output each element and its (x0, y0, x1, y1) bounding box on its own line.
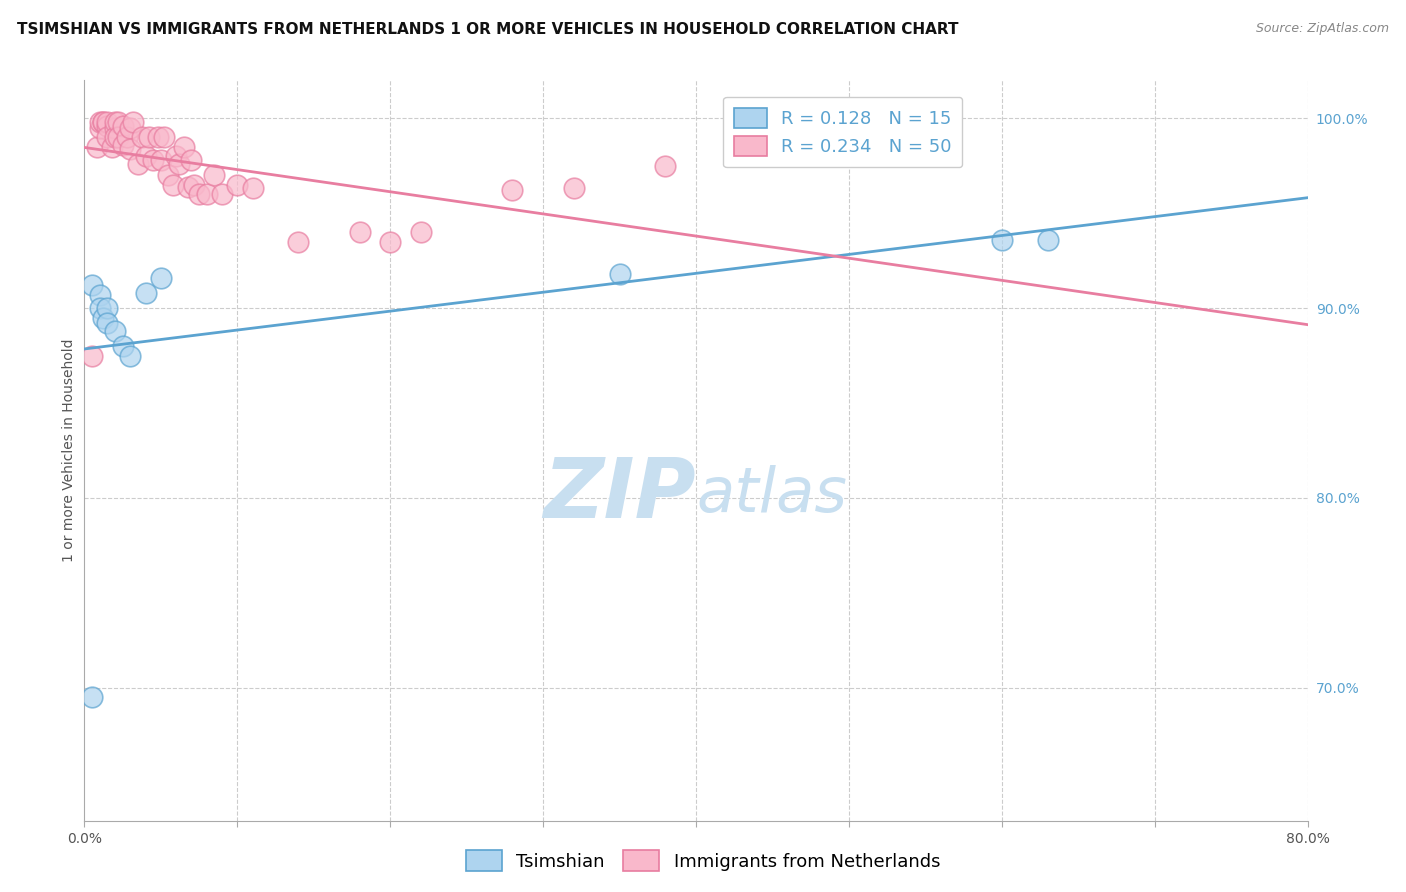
Point (287, 235, 309, 249)
Point (96, 130, 118, 145)
Text: ZIP: ZIP (543, 454, 696, 535)
Point (165, 149, 187, 163)
Point (609, 267, 631, 281)
Point (104, 324, 127, 338)
Point (104, 130, 127, 145)
Point (107, 115, 129, 129)
Point (153, 130, 176, 145)
Point (96, 301, 118, 315)
Legend: Tsimshian, Immigrants from Netherlands: Tsimshian, Immigrants from Netherlands (458, 843, 948, 879)
Point (157, 168, 180, 182)
Point (654, 159, 676, 173)
Point (177, 179, 200, 194)
Point (120, 120, 142, 135)
Text: atlas: atlas (696, 465, 846, 524)
Point (226, 178, 249, 192)
Point (188, 187, 211, 202)
Point (111, 339, 134, 353)
Point (502, 183, 524, 197)
Y-axis label: 1 or more Vehicles in Household: 1 or more Vehicles in Household (62, 339, 76, 562)
Point (146, 130, 169, 145)
Point (202, 168, 225, 182)
Point (91, 115, 114, 129)
Point (991, 233, 1014, 247)
Point (122, 115, 145, 129)
Point (91, 310, 114, 325)
Point (380, 235, 402, 249)
Point (89, 120, 111, 135)
Point (104, 120, 127, 135)
Text: Source: ZipAtlas.com: Source: ZipAtlas.com (1256, 22, 1389, 36)
Point (127, 157, 149, 171)
Point (173, 139, 195, 153)
Point (131, 130, 153, 145)
Point (80, 690, 103, 705)
Point (138, 130, 160, 145)
Point (80, 278, 103, 293)
Point (80, 349, 103, 363)
Point (180, 153, 202, 167)
Point (101, 139, 124, 153)
Point (562, 181, 585, 195)
Point (96, 119, 118, 133)
Point (135, 285, 157, 300)
Point (111, 137, 134, 152)
Point (195, 187, 218, 202)
Point (111, 119, 134, 133)
Point (120, 349, 142, 363)
Point (96, 115, 118, 129)
Point (142, 153, 165, 167)
Point (211, 187, 233, 202)
Point (183, 178, 205, 192)
Point (89, 301, 111, 315)
Point (89, 115, 111, 129)
Point (115, 130, 138, 145)
Point (104, 115, 127, 129)
Point (149, 153, 172, 167)
Point (107, 130, 129, 145)
Legend: R = 0.128   N = 15, R = 0.234   N = 50: R = 0.128 N = 15, R = 0.234 N = 50 (723, 96, 962, 168)
Point (91, 115, 114, 129)
Point (149, 270, 172, 285)
Point (349, 225, 371, 239)
Point (120, 142, 142, 156)
Point (86, 139, 108, 153)
Point (409, 225, 432, 239)
Text: TSIMSHIAN VS IMMIGRANTS FROM NETHERLANDS 1 OR MORE VEHICLES IN HOUSEHOLD CORRELA: TSIMSHIAN VS IMMIGRANTS FROM NETHERLANDS… (17, 22, 959, 37)
Point (135, 149, 157, 163)
Point (89, 287, 111, 301)
Point (1036, 233, 1059, 247)
Point (162, 178, 184, 192)
Point (167, 157, 190, 171)
Point (96, 316, 118, 330)
Point (242, 181, 264, 195)
